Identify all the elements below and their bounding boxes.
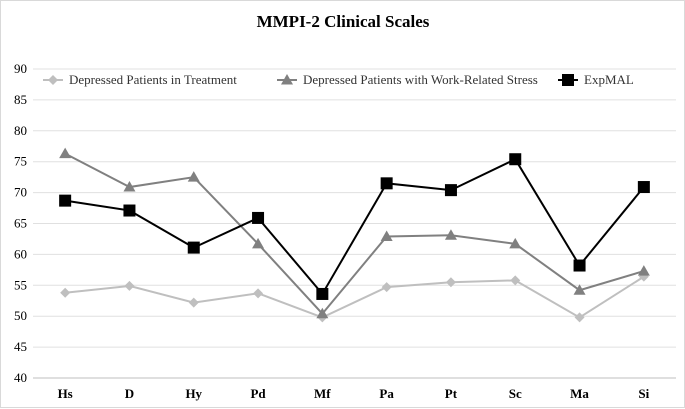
series-line-0 bbox=[65, 275, 645, 319]
y-tick-label: 75 bbox=[14, 154, 27, 169]
data-point-1-5 bbox=[380, 230, 393, 241]
legend-item-0: Depressed Patients in Treatment bbox=[43, 72, 237, 87]
legend-marker-0 bbox=[48, 75, 58, 85]
x-tick-label: Hy bbox=[185, 386, 202, 401]
chart-title: MMPI-2 Clinical Scales bbox=[257, 12, 430, 31]
data-point-0-2 bbox=[188, 297, 199, 308]
data-point-1-6 bbox=[444, 229, 457, 240]
data-point-1-9 bbox=[637, 265, 650, 276]
data-point-1-8 bbox=[573, 284, 586, 295]
data-point-2-6 bbox=[444, 184, 457, 197]
data-point-0-7 bbox=[510, 275, 521, 286]
data-point-2-0 bbox=[59, 194, 72, 207]
legend-item-2: ExpMAL bbox=[558, 72, 634, 87]
legend-label-2: ExpMAL bbox=[584, 72, 634, 87]
x-tick-label: Ma bbox=[570, 386, 589, 401]
series-line-1 bbox=[64, 152, 645, 316]
gridlines bbox=[33, 68, 676, 379]
x-tick-label: Pd bbox=[250, 386, 266, 401]
data-point-0-5 bbox=[381, 282, 392, 293]
data-point-1-2 bbox=[187, 171, 200, 182]
legend-label-0: Depressed Patients in Treatment bbox=[69, 72, 237, 87]
data-point-2-9 bbox=[637, 181, 650, 194]
y-tick-label: 85 bbox=[14, 92, 27, 107]
x-tick-label: Pt bbox=[445, 386, 458, 401]
data-point-2-1 bbox=[123, 204, 136, 217]
x-tick-label: Mf bbox=[314, 386, 331, 401]
data-point-1-0 bbox=[59, 147, 72, 159]
x-tick-label: Sc bbox=[509, 386, 522, 401]
series-layer bbox=[59, 147, 650, 323]
y-tick-label: 90 bbox=[14, 61, 27, 76]
y-tick-label: 65 bbox=[14, 216, 27, 231]
series-0 bbox=[60, 271, 649, 323]
legend-item-1: Depressed Patients with Work-Related Str… bbox=[277, 72, 538, 87]
x-tick-label: Pa bbox=[379, 386, 394, 401]
y-tick-label: 60 bbox=[14, 246, 27, 261]
y-tick-label: 55 bbox=[14, 277, 27, 292]
data-point-2-4 bbox=[316, 287, 329, 300]
series-2 bbox=[59, 153, 650, 300]
axes: 40 45 50 55 60 65 70 75 80 85 90 Hs D Hy Pd Mf Pa Pt Sc Ma S… bbox=[14, 61, 650, 401]
data-point-0-3 bbox=[253, 288, 264, 299]
x-tick-label: D bbox=[125, 386, 134, 401]
legend-label-1: Depressed Patients with Work-Related Str… bbox=[303, 72, 538, 87]
data-point-2-8 bbox=[573, 259, 586, 272]
legend-marker-1 bbox=[281, 74, 293, 85]
data-point-1-1 bbox=[123, 181, 136, 192]
x-tick-label: Hs bbox=[58, 386, 73, 401]
data-point-2-7 bbox=[509, 153, 522, 166]
data-point-2-3 bbox=[252, 211, 265, 224]
data-point-1-7 bbox=[509, 237, 522, 249]
legend-marker-2 bbox=[562, 74, 574, 86]
data-point-0-8 bbox=[574, 312, 585, 323]
y-tick-label: 80 bbox=[14, 123, 27, 138]
y-tick-label: 50 bbox=[14, 308, 27, 323]
y-tick-label: 40 bbox=[14, 370, 27, 385]
data-point-1-4 bbox=[316, 307, 329, 319]
x-tick-label: Si bbox=[638, 386, 649, 401]
data-point-2-2 bbox=[187, 241, 200, 254]
series-line-2 bbox=[64, 157, 645, 296]
y-tick-label: 70 bbox=[14, 185, 27, 200]
data-point-1-3 bbox=[252, 237, 265, 249]
data-point-0-0 bbox=[60, 287, 71, 298]
series-1 bbox=[59, 147, 650, 319]
data-point-0-6 bbox=[445, 277, 456, 288]
y-tick-label: 45 bbox=[14, 339, 27, 354]
data-point-2-5 bbox=[380, 177, 393, 190]
legend: Depressed Patients in Treatment Depressed… bbox=[43, 72, 634, 87]
data-point-0-1 bbox=[124, 280, 135, 291]
